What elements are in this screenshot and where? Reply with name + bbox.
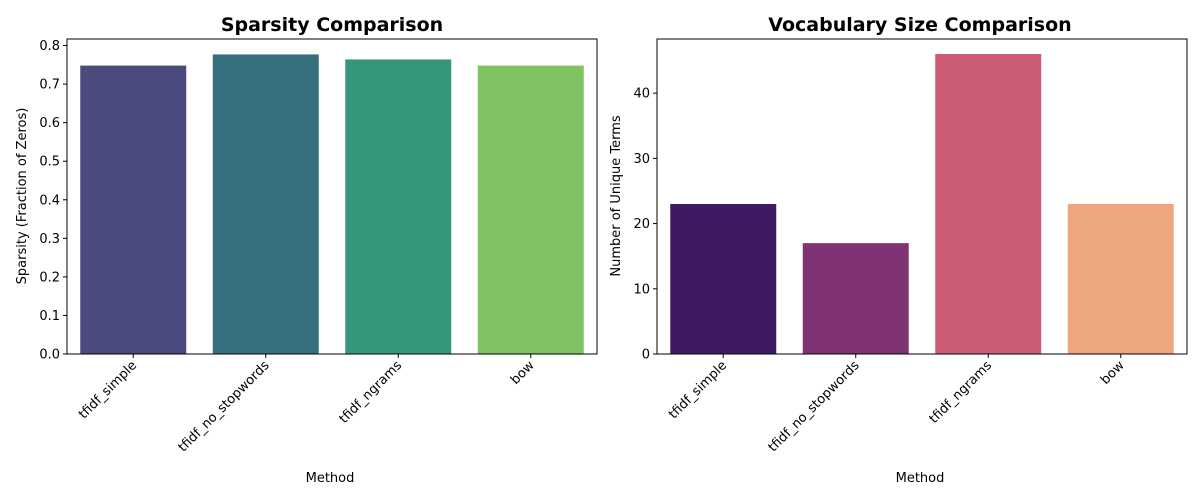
x-tick-label: bow xyxy=(1098,358,1128,388)
plot-frame xyxy=(656,38,1188,355)
y-axis: 0.0 0.1 0.2 0.3 0.4 0.5 0.6 0.7 0.8 xyxy=(39,39,67,363)
x-tick-label: tfidf_no_stopwords xyxy=(176,358,273,455)
x-tick-label: tfidf_no_stopwords xyxy=(766,358,863,455)
y-axis-label: Sparsity (Fraction of Zeros) xyxy=(15,108,30,285)
y-tick-label: 40 xyxy=(633,87,650,102)
x-tick-label: tfidf_simple xyxy=(666,358,730,422)
x-tick-label: tfidf_ngrams xyxy=(927,358,996,427)
sparsity-chart: Sparsity Comparison Method Sparsity (Fra… xyxy=(15,14,598,486)
y-tick-label: 0.3 xyxy=(39,232,60,247)
bar-tfidf-ngrams xyxy=(935,54,1042,354)
y-tick-label: 0.2 xyxy=(39,270,60,285)
vocabulary-size-chart: Vocabulary Size Comparison Method Number… xyxy=(609,14,1188,486)
bars xyxy=(80,54,584,355)
y-tick-label: 0.6 xyxy=(39,116,60,131)
y-tick-label: 0.0 xyxy=(39,348,60,363)
x-axis-label: Method xyxy=(306,471,355,486)
y-tick-label: 30 xyxy=(633,152,650,167)
x-axis-label: Method xyxy=(896,471,945,486)
y-tick-label: 0.5 xyxy=(39,155,60,170)
chart-title: Vocabulary Size Comparison xyxy=(768,14,1071,36)
y-tick-label: 20 xyxy=(633,217,650,232)
bar-tfidf-ngrams xyxy=(345,59,452,355)
x-tick-label: tfidf_simple xyxy=(76,358,140,422)
y-tick-label: 0.7 xyxy=(39,78,60,93)
bars xyxy=(670,54,1174,354)
y-axis-label: Number of Unique Terms xyxy=(609,115,624,277)
bar-tfidf-no-stopwords xyxy=(802,243,909,354)
y-tick-label: 10 xyxy=(633,282,650,297)
x-tick-label: bow xyxy=(508,358,538,388)
bar-tfidf-simple xyxy=(670,204,777,354)
bar-bow xyxy=(1067,204,1174,354)
bar-tfidf-no-stopwords xyxy=(212,54,319,355)
bar-bow xyxy=(477,65,584,354)
bar-tfidf-simple xyxy=(80,65,187,354)
y-tick-label: 0.8 xyxy=(39,39,60,54)
y-axis: 0 10 20 30 40 xyxy=(633,87,657,363)
x-axis: tfidf_simple tfidf_no_stopwords tfidf_ngra… xyxy=(666,354,1128,455)
y-tick-label: 0.4 xyxy=(39,193,60,208)
y-tick-label: 0.1 xyxy=(39,309,60,324)
chart-title: Sparsity Comparison xyxy=(221,14,443,36)
x-axis: tfidf_simple tfidf_no_stopwords tfidf_ngra… xyxy=(76,354,538,455)
plot-frame xyxy=(66,38,598,355)
y-tick-label: 0 xyxy=(642,348,650,363)
x-tick-label: tfidf_ngrams xyxy=(337,358,406,427)
